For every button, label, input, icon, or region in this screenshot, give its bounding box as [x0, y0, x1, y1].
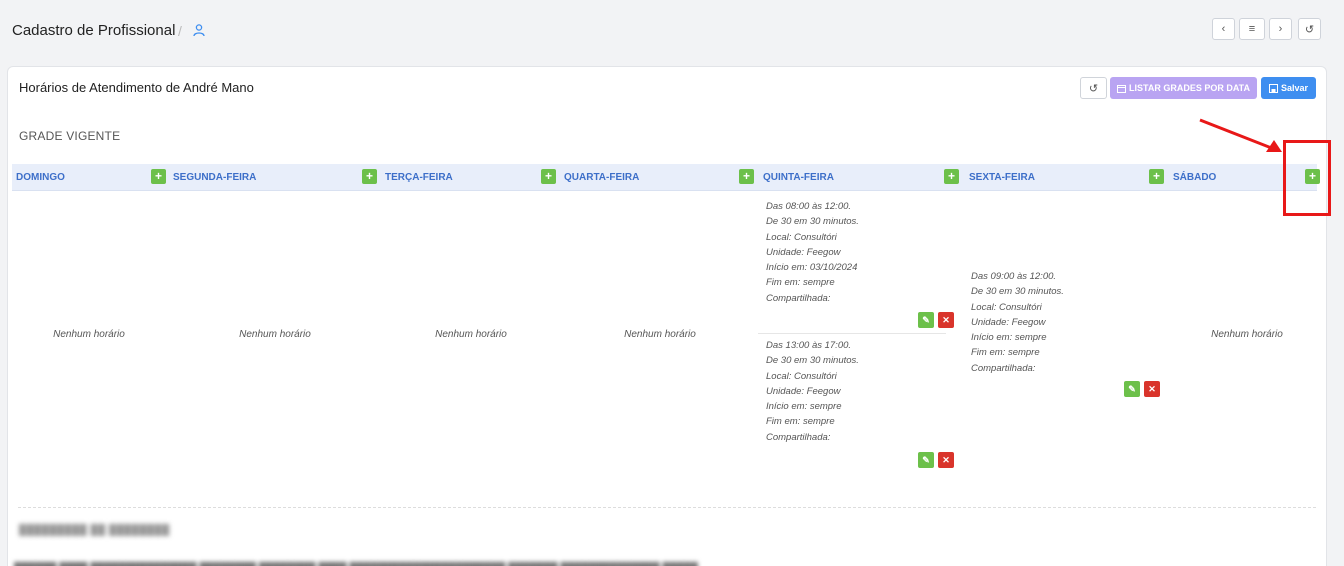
- list-button[interactable]: ≡: [1239, 18, 1265, 40]
- blurred-section-title: █████████ ██ ████████: [19, 525, 170, 536]
- empty-segunda: Nenhum horário: [239, 329, 311, 340]
- day-label-terca: TERÇA-FEIRA: [385, 172, 453, 183]
- add-slot-quarta[interactable]: +: [739, 169, 754, 184]
- history-button[interactable]: ↺: [1298, 18, 1321, 40]
- save-button[interactable]: Salvar: [1261, 77, 1316, 99]
- slot-line: Início em: sempre: [971, 332, 1047, 344]
- section-title: GRADE VIGENTE: [19, 129, 121, 143]
- slot-line: De 30 em 30 minutos.: [766, 355, 859, 367]
- previous-button[interactable]: ‹: [1212, 18, 1235, 40]
- slot-line: Unidade: Feegow: [971, 316, 1046, 328]
- history-icon: ↺: [1088, 82, 1099, 95]
- delete-slot-button[interactable]: ✕: [938, 452, 954, 468]
- slot-line: Início em: 03/10/2024: [766, 262, 858, 274]
- slot-divider: [758, 333, 946, 334]
- record-navigation: ‹ ≡ › ↺: [1212, 18, 1321, 40]
- listar-grades-label: LISTAR GRADES POR DATA: [1129, 83, 1250, 93]
- top-bar: Cadastro de Profissional / ‹ ≡ › ↺: [0, 0, 1344, 62]
- delete-slot-button[interactable]: ✕: [938, 312, 954, 328]
- slot-quinta-2: Das 13:00 às 17:00. De 30 em 30 minutos.…: [766, 338, 859, 445]
- grade-history-button[interactable]: ↺: [1080, 77, 1107, 99]
- slot-line: Unidade: Feegow: [766, 385, 841, 397]
- slot-line: Fim em: sempre: [971, 347, 1040, 359]
- day-label-domingo: DOMINGO: [16, 172, 65, 183]
- schedule-card: Horários de Atendimento de André Mano ↺ …: [7, 66, 1327, 566]
- slot-quinta-1: Das 08:00 às 12:00. De 30 em 30 minutos.…: [766, 199, 859, 306]
- day-label-quarta: QUARTA-FEIRA: [564, 172, 640, 183]
- edit-slot-button[interactable]: ✎: [918, 452, 934, 468]
- save-icon: [1268, 83, 1278, 93]
- slot-line: Compartilhada:: [766, 431, 831, 443]
- add-slot-segunda[interactable]: +: [362, 169, 377, 184]
- empty-terca: Nenhum horário: [435, 329, 507, 340]
- empty-quarta: Nenhum horário: [624, 329, 696, 340]
- breadcrumb-separator: /: [178, 23, 182, 39]
- add-slot-quinta[interactable]: +: [944, 169, 959, 184]
- annotation-arrow-icon: [1199, 118, 1282, 152]
- previous-icon: ‹: [1221, 23, 1226, 35]
- empty-domingo: Nenhum horário: [53, 329, 125, 340]
- slot-line: Local: Consultóri: [766, 231, 837, 243]
- empty-sabado: Nenhum horário: [1211, 329, 1283, 340]
- blurred-content: ██████ ████ ███████████████ ████████ ███…: [14, 563, 698, 566]
- day-label-quinta: QUINTA-FEIRA: [763, 172, 834, 183]
- slot-line: Das 08:00 às 12:00.: [766, 201, 852, 212]
- next-button[interactable]: ›: [1269, 18, 1292, 40]
- add-slot-sabado[interactable]: +: [1305, 169, 1320, 184]
- slot-line: Início em: sempre: [766, 401, 842, 413]
- delete-slot-button[interactable]: ✕: [1144, 381, 1160, 397]
- slot-line: Compartilhada:: [971, 362, 1036, 374]
- edit-slot-button[interactable]: ✎: [918, 312, 934, 328]
- slot-line: De 30 em 30 minutos.: [766, 216, 859, 228]
- add-slot-sexta[interactable]: +: [1149, 169, 1164, 184]
- day-label-sabado: SÁBADO: [1173, 172, 1217, 183]
- user-icon[interactable]: [192, 23, 206, 37]
- annotation-highlight: [1283, 140, 1331, 216]
- list-icon: ≡: [1248, 23, 1256, 35]
- add-slot-terca[interactable]: +: [541, 169, 556, 184]
- page-title: Cadastro de Profissional: [12, 22, 176, 39]
- card-title: Horários de Atendimento de André Mano: [19, 80, 254, 95]
- edit-slot-button[interactable]: ✎: [1124, 381, 1140, 397]
- save-label: Salvar: [1280, 83, 1309, 93]
- add-slot-domingo[interactable]: +: [151, 169, 166, 184]
- day-label-sexta: SEXTA-FEIRA: [969, 172, 1035, 183]
- weekday-header: DOMINGO + SEGUNDA-FEIRA + TERÇA-FEIRA + …: [12, 164, 1320, 191]
- day-label-segunda: SEGUNDA-FEIRA: [173, 172, 257, 183]
- calendar-icon: [1117, 84, 1126, 93]
- next-icon: ›: [1278, 23, 1283, 35]
- slot-line: Compartilhada:: [766, 292, 831, 304]
- slot-line: Das 09:00 às 12:00.: [971, 271, 1057, 282]
- slot-line: Local: Consultóri: [971, 301, 1042, 313]
- section-divider: [18, 507, 1316, 508]
- listar-grades-button[interactable]: LISTAR GRADES POR DATA: [1110, 77, 1257, 99]
- slot-sexta-1: Das 09:00 às 12:00. De 30 em 30 minutos.…: [971, 269, 1064, 376]
- history-icon: ↺: [1304, 23, 1315, 36]
- slot-line: Local: Consultóri: [766, 370, 837, 382]
- slot-line: De 30 em 30 minutos.: [971, 286, 1064, 298]
- slot-line: Fim em: sempre: [766, 416, 835, 428]
- slot-line: Unidade: Feegow: [766, 246, 841, 258]
- slot-line: Das 13:00 às 17:00.: [766, 340, 852, 351]
- slot-line: Fim em: sempre: [766, 277, 835, 289]
